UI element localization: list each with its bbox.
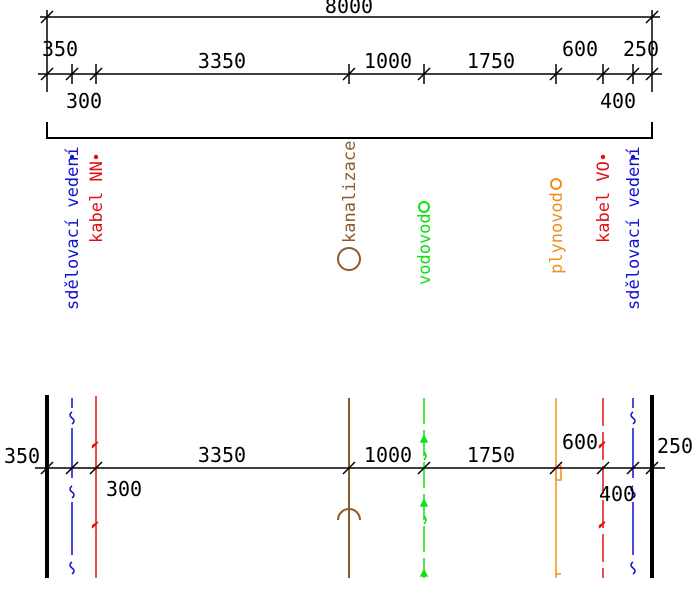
- cable-nn-label: kabel NN: [87, 161, 107, 243]
- bottom-dim-600: 600: [562, 430, 598, 454]
- cable-vo-label: kabel VO: [594, 161, 614, 243]
- bottom-dim-right-inner: 400: [599, 482, 635, 506]
- telecom-left-label: sdělovací vedení: [63, 146, 83, 310]
- water-pipe-icon: [418, 201, 430, 213]
- gas-pipe-icon: [550, 178, 562, 190]
- corridor-bracket: [46, 122, 653, 139]
- bottom-dim-1000: 1000: [364, 443, 412, 467]
- cable-vo-line: [598, 398, 606, 578]
- bottom-dim-1750: 1750: [467, 443, 515, 467]
- gas-label: plynovod: [547, 192, 567, 274]
- top-dim-600: 600: [562, 37, 598, 61]
- water-label: vodovod: [415, 213, 435, 285]
- top-dim-right-outer: 250: [623, 37, 659, 61]
- bottom-dim-right-outer: 250: [657, 434, 693, 458]
- bottom-dim-left-outer: 350: [4, 444, 40, 468]
- cable-nn-point-icon: [93, 154, 99, 160]
- sewer-line: [337, 398, 361, 578]
- bottom-dimension-chain: [35, 461, 665, 475]
- cable-nn-line: [91, 396, 99, 578]
- top-dim-1000: 1000: [364, 49, 412, 73]
- telecom-left-point-icon: [69, 154, 75, 160]
- top-dim-left-inner: 300: [66, 89, 102, 113]
- cable-vo-point-icon: [600, 154, 606, 160]
- water-line: [419, 398, 429, 578]
- top-dim-1750: 1750: [467, 49, 515, 73]
- segment-dimension-chain: [38, 40, 662, 92]
- bottom-dim-left-inner: 300: [106, 477, 142, 501]
- telecom-right-line: [630, 398, 636, 575]
- gas-line: [555, 398, 562, 578]
- top-dim-main-span: 3350: [198, 49, 246, 73]
- top-dim-left-outer: 350: [42, 37, 78, 61]
- sewer-pipe-icon: [337, 247, 361, 271]
- sewer-label: kanalizace: [340, 141, 360, 243]
- bottom-dim-main-span: 3350: [198, 443, 246, 467]
- overall-dimension-label: 8000: [325, 0, 373, 18]
- overall-dimension: [40, 10, 660, 40]
- telecom-right-point-icon: [630, 154, 636, 160]
- telecom-right-label: sdělovací vedení: [624, 146, 644, 310]
- telecom-left-line: [69, 398, 75, 575]
- top-dim-right-inner: 400: [600, 89, 636, 113]
